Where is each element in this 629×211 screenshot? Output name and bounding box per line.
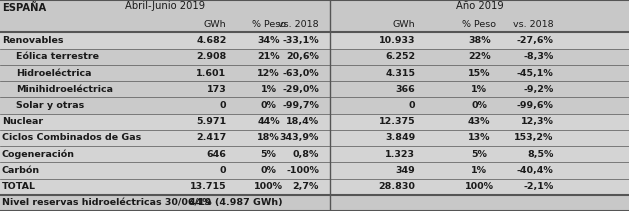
Text: 100%: 100%: [465, 182, 494, 191]
Text: 22%: 22%: [468, 52, 491, 61]
Text: 0%: 0%: [471, 101, 487, 110]
Text: 13.715: 13.715: [190, 182, 226, 191]
Text: Abril-Junio 2019: Abril-Junio 2019: [125, 1, 205, 11]
Text: 349: 349: [396, 166, 415, 175]
Text: 15%: 15%: [468, 69, 491, 77]
Text: 43%: 43%: [468, 117, 491, 126]
Text: Eólica terrestre: Eólica terrestre: [16, 52, 99, 61]
Text: 0,8%: 0,8%: [292, 150, 319, 159]
Text: 0: 0: [409, 101, 415, 110]
Bar: [0, 32, 629, 49]
Text: Renovables: Renovables: [2, 36, 64, 45]
Text: Solar y otras: Solar y otras: [16, 101, 84, 110]
Text: 1%: 1%: [471, 166, 487, 175]
Text: 21%: 21%: [257, 52, 280, 61]
Text: 20,6%: 20,6%: [286, 52, 319, 61]
Text: % Peso: % Peso: [252, 20, 286, 29]
Text: TOTAL: TOTAL: [2, 182, 36, 191]
Text: Nivel reservas hidroeléctricas 30/06/19: Nivel reservas hidroeléctricas 30/06/19: [2, 198, 211, 207]
Text: 366: 366: [396, 85, 415, 94]
Text: -63,0%: -63,0%: [282, 69, 319, 77]
Bar: [0, 65, 629, 81]
Text: 173: 173: [207, 85, 226, 94]
Text: GWh: GWh: [392, 20, 415, 29]
Text: 12.375: 12.375: [379, 117, 415, 126]
Text: 0: 0: [220, 166, 226, 175]
Bar: [0, 97, 629, 114]
Text: 5.971: 5.971: [196, 117, 226, 126]
Text: 0%: 0%: [260, 166, 277, 175]
Text: 646: 646: [206, 150, 226, 159]
Text: Hidroeléctrica: Hidroeléctrica: [16, 69, 91, 77]
Text: -2,1%: -2,1%: [523, 182, 554, 191]
Text: 2.417: 2.417: [196, 134, 226, 142]
Text: -100%: -100%: [286, 166, 319, 175]
Text: Cogeneración: Cogeneración: [2, 149, 75, 159]
Text: % Peso: % Peso: [462, 20, 496, 29]
Bar: [0, 49, 629, 65]
Text: Año 2019: Año 2019: [456, 1, 503, 11]
Text: 2.908: 2.908: [196, 52, 226, 61]
Text: 44%: 44%: [257, 117, 280, 126]
Text: 0%: 0%: [260, 101, 277, 110]
Text: vs. 2018: vs. 2018: [513, 20, 554, 29]
Text: Nuclear: Nuclear: [2, 117, 43, 126]
Bar: [0, 162, 629, 179]
Text: 34%: 34%: [257, 36, 280, 45]
Text: 343,9%: 343,9%: [279, 134, 319, 142]
Text: 38%: 38%: [468, 36, 491, 45]
Text: vs. 2018: vs. 2018: [278, 20, 319, 29]
Text: 5%: 5%: [471, 150, 487, 159]
Text: GWh: GWh: [204, 20, 226, 29]
Text: 44% (4.987 GWh): 44% (4.987 GWh): [189, 198, 282, 207]
Text: 4.315: 4.315: [385, 69, 415, 77]
Text: -45,1%: -45,1%: [517, 69, 554, 77]
Text: -33,1%: -33,1%: [282, 36, 319, 45]
Text: 4.682: 4.682: [196, 36, 226, 45]
Text: 0: 0: [220, 101, 226, 110]
Bar: [0, 114, 629, 130]
Text: 3.849: 3.849: [385, 134, 415, 142]
Text: 100%: 100%: [254, 182, 283, 191]
Bar: [0, 81, 629, 97]
Text: ESPAÑA: ESPAÑA: [2, 3, 46, 13]
Text: 18,4%: 18,4%: [286, 117, 319, 126]
Text: 12%: 12%: [257, 69, 280, 77]
Bar: [0, 130, 629, 146]
Text: 1.601: 1.601: [196, 69, 226, 77]
Text: 18%: 18%: [257, 134, 280, 142]
Text: 6.252: 6.252: [385, 52, 415, 61]
Text: 153,2%: 153,2%: [514, 134, 554, 142]
Text: -99,7%: -99,7%: [282, 101, 319, 110]
Text: -29,0%: -29,0%: [282, 85, 319, 94]
Text: -99,6%: -99,6%: [516, 101, 554, 110]
Text: -27,6%: -27,6%: [516, 36, 554, 45]
Bar: [0, 179, 629, 195]
Text: Minihidroeléctrica: Minihidroeléctrica: [16, 85, 113, 94]
Text: Ciclos Combinados de Gas: Ciclos Combinados de Gas: [2, 134, 141, 142]
Text: 8,5%: 8,5%: [527, 150, 554, 159]
Bar: [0, 195, 629, 211]
Bar: [0, 0, 629, 32]
Text: 28.830: 28.830: [378, 182, 415, 191]
Text: 1%: 1%: [260, 85, 277, 94]
Text: -40,4%: -40,4%: [517, 166, 554, 175]
Text: Carbón: Carbón: [2, 166, 40, 175]
Text: -8,3%: -8,3%: [523, 52, 554, 61]
Text: 1.323: 1.323: [385, 150, 415, 159]
Text: 5%: 5%: [260, 150, 277, 159]
Text: 12,3%: 12,3%: [521, 117, 554, 126]
Text: 10.933: 10.933: [379, 36, 415, 45]
Text: 13%: 13%: [468, 134, 491, 142]
Text: 2,7%: 2,7%: [292, 182, 319, 191]
Text: -9,2%: -9,2%: [523, 85, 554, 94]
Text: 1%: 1%: [471, 85, 487, 94]
Bar: [0, 146, 629, 162]
